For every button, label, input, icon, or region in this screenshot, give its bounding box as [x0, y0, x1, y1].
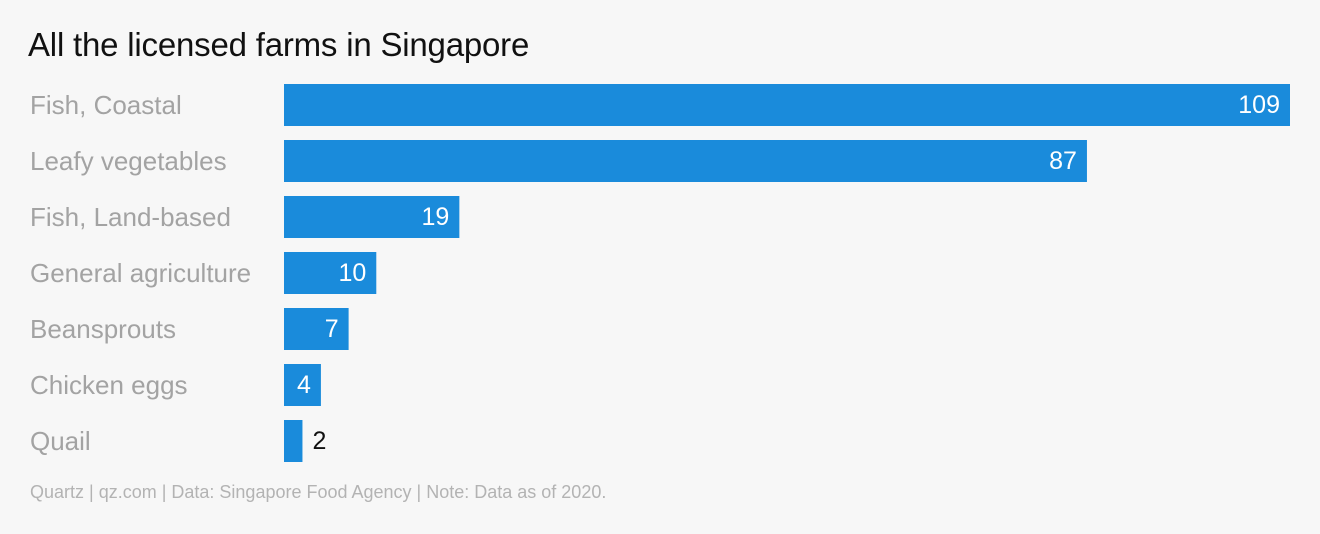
value-label: 87: [1049, 147, 1077, 175]
bar: [284, 84, 1290, 126]
value-label: 4: [297, 371, 311, 399]
bar: [284, 140, 1087, 182]
category-label: Fish, Land-based: [30, 202, 231, 232]
value-label: 10: [338, 259, 366, 287]
category-label: Beansprouts: [30, 314, 176, 344]
bar: [284, 420, 303, 462]
category-label: Leafy vegetables: [30, 146, 227, 176]
value-label: 2: [312, 427, 326, 455]
category-label: Chicken eggs: [30, 370, 188, 400]
value-label: 109: [1238, 91, 1280, 119]
bar: [284, 308, 349, 350]
category-label: Fish, Coastal: [30, 90, 182, 120]
category-label: General agriculture: [30, 258, 251, 288]
chart-title: All the licensed farms in Singapore: [28, 26, 530, 63]
bar: [284, 252, 377, 294]
value-label: 19: [422, 203, 450, 231]
source-note: Quartz | qz.com | Data: Singapore Food A…: [30, 482, 607, 502]
category-label: Quail: [30, 426, 91, 456]
value-label: 7: [325, 315, 339, 343]
bar: [284, 364, 321, 406]
bar: [284, 196, 460, 238]
